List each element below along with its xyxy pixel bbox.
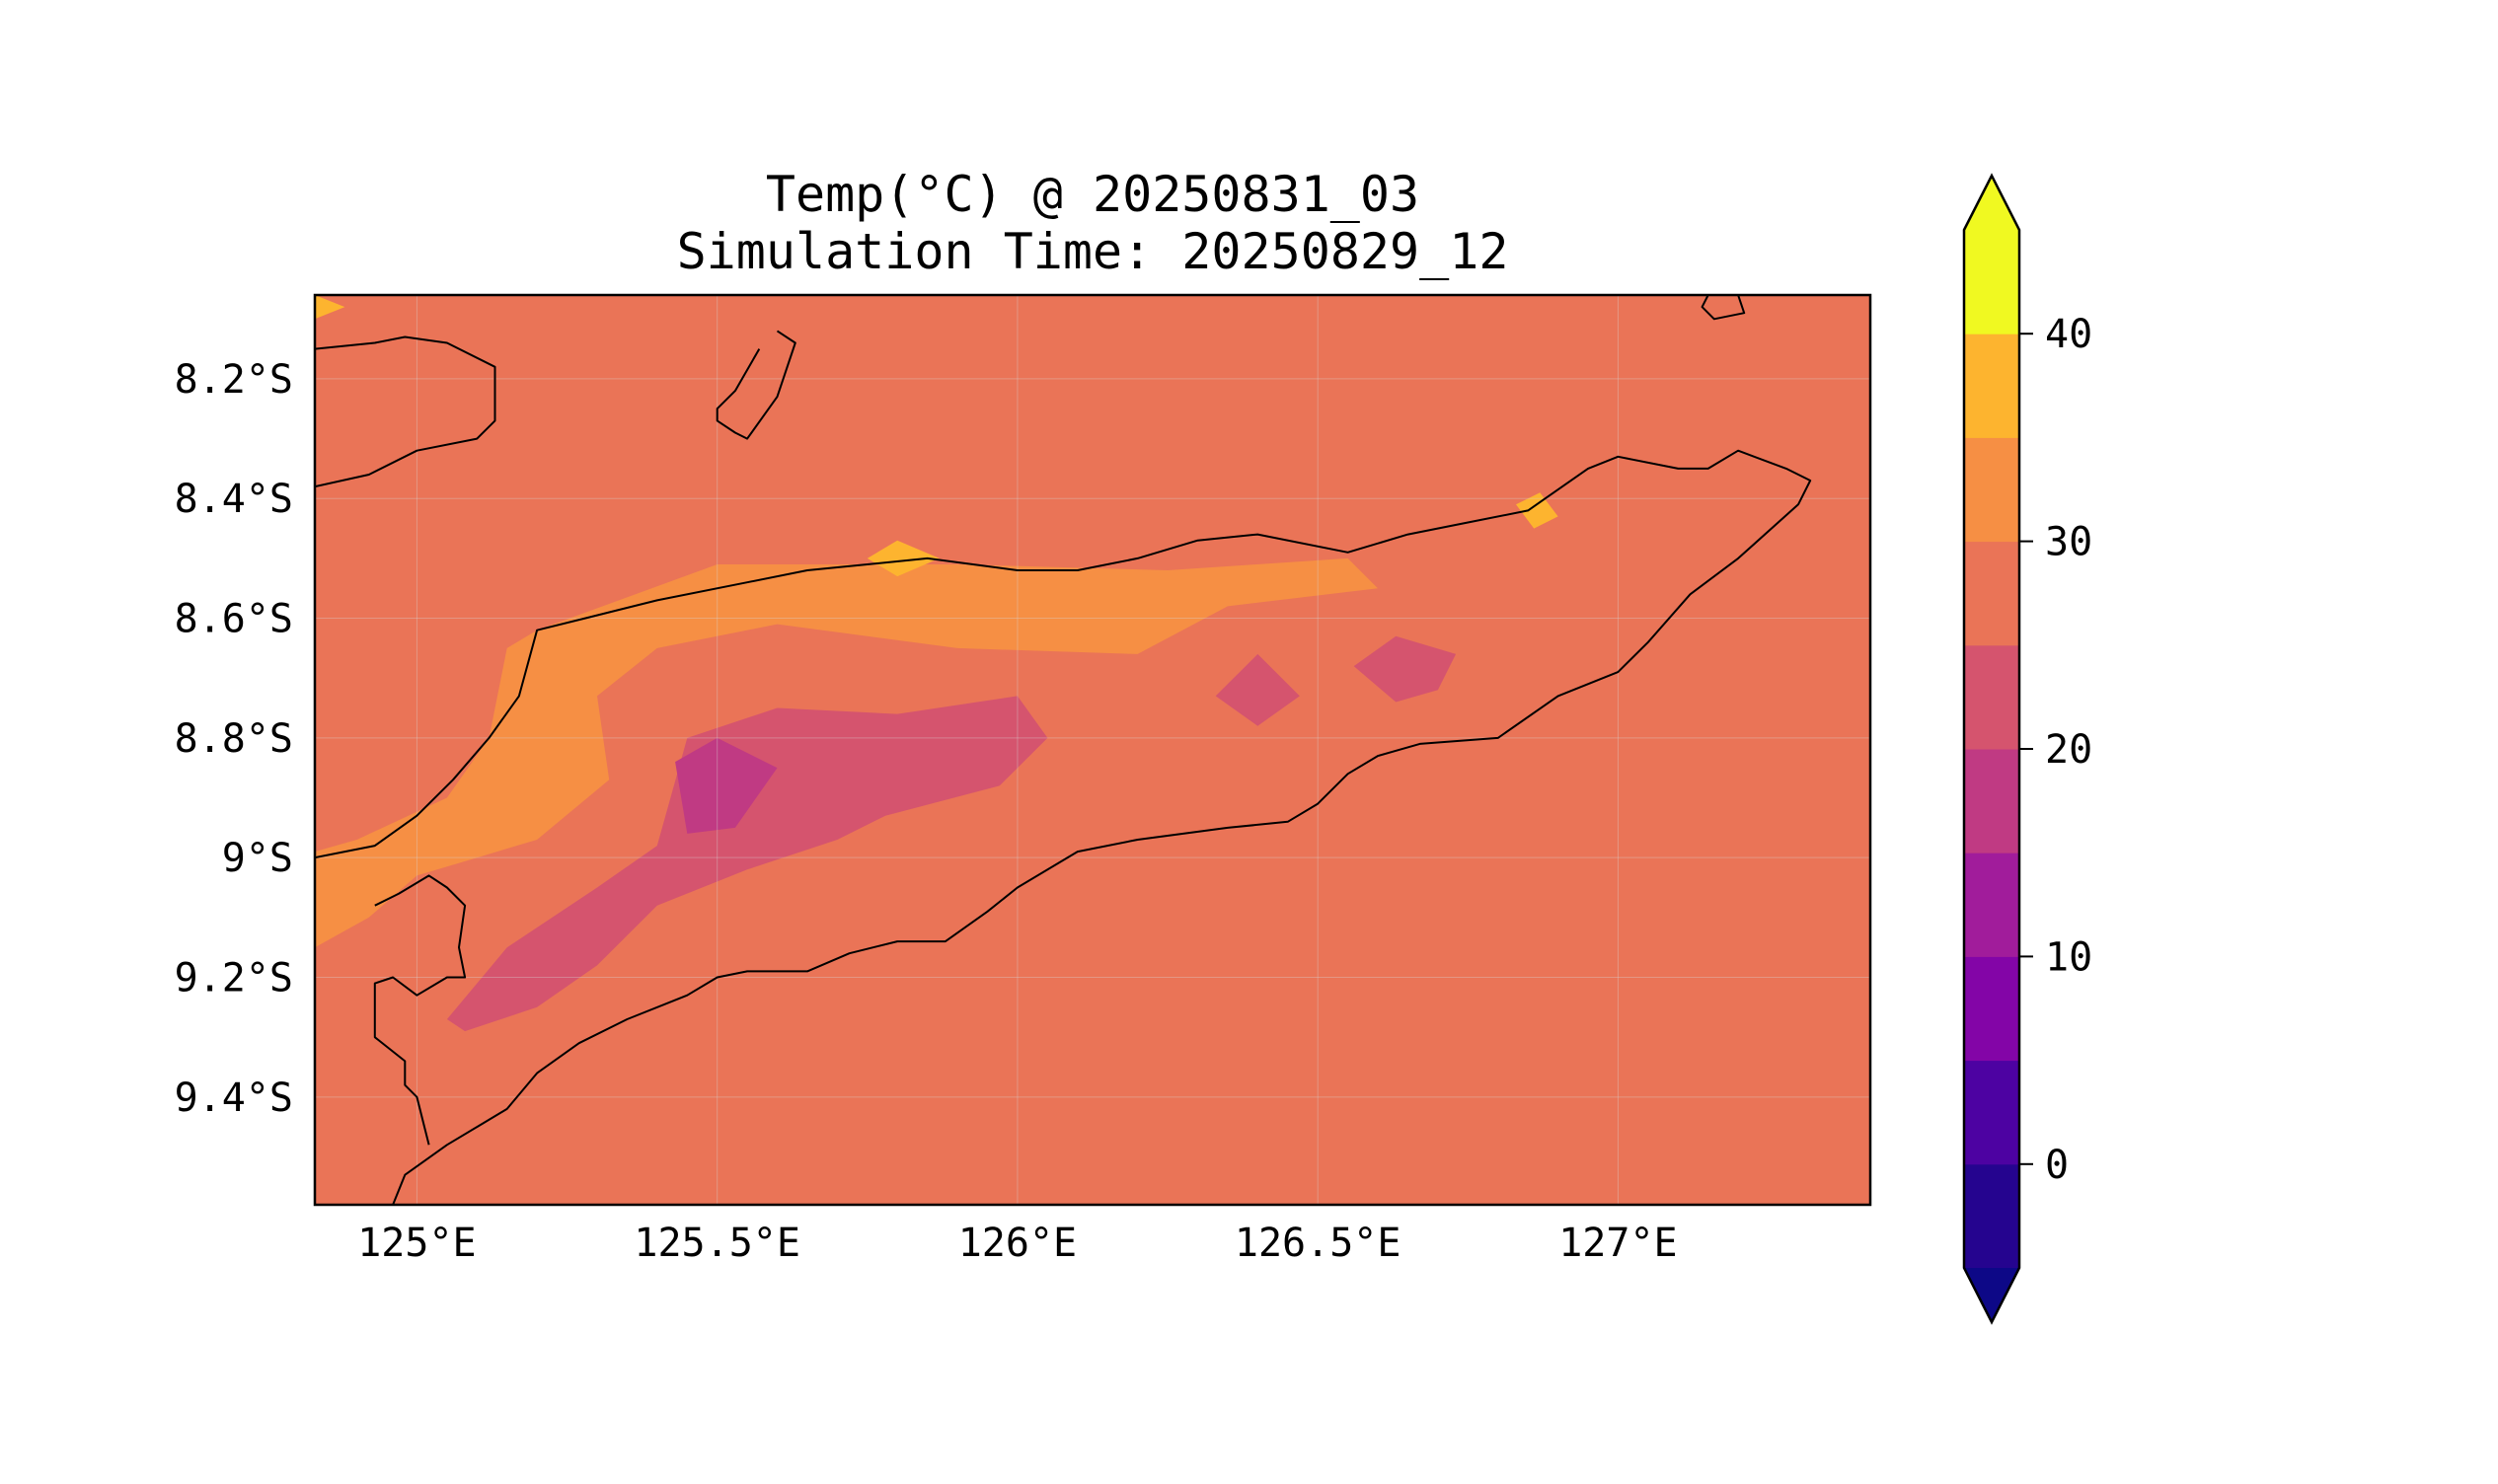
y-axis: 8.2°S 8.4°S 8.6°S 8.8°S 9°S 9.2°S 9.4°S bbox=[175, 357, 293, 1121]
map-title: Temp(°C) @ 20250831_03 bbox=[765, 166, 1420, 223]
colorbar-extend-max bbox=[1964, 176, 2019, 230]
colorbar-bin bbox=[1964, 1163, 2019, 1269]
y-tick-label: 8.2°S bbox=[175, 357, 293, 403]
coast-ne-island bbox=[1701, 295, 1746, 321]
colorbar-outline bbox=[1962, 173, 2021, 1325]
x-tick-label: 127°E bbox=[1558, 1221, 1677, 1266]
plot-frame bbox=[313, 293, 1872, 1207]
y-tick-label: 9.4°S bbox=[175, 1076, 293, 1121]
colorbar-extend-min bbox=[1964, 1268, 2019, 1322]
field-region-cool-patch-east-1 bbox=[1215, 653, 1300, 726]
colorbar-tick-label: 30 bbox=[2045, 520, 2092, 565]
field-region-warm-band-north bbox=[315, 557, 1378, 948]
map-subtitle: Simulation Time: 20250829_12 bbox=[676, 223, 1509, 280]
colorbar-bin bbox=[1964, 334, 2019, 438]
colorbar-bin bbox=[1964, 853, 2019, 957]
field-region-warmer-patch-ne-coast bbox=[1516, 492, 1558, 529]
colorbar-bin bbox=[1964, 437, 2019, 543]
x-tick-label: 125°E bbox=[357, 1221, 476, 1266]
colorbar: 0 10 20 30 40 bbox=[1962, 173, 2092, 1325]
colorbar-tick-label: 10 bbox=[2045, 934, 2092, 980]
field-region-cool-patch-east-2 bbox=[1353, 635, 1457, 703]
colorbar-tick-label: 20 bbox=[2045, 727, 2092, 773]
colorbar-bin bbox=[1964, 644, 2019, 750]
x-axis: 125°E 125.5°E 126°E 126.5°E 127°E bbox=[357, 1221, 1677, 1266]
colorbar-tick-label: 0 bbox=[2045, 1143, 2069, 1188]
coastlines bbox=[315, 295, 1812, 1205]
y-tick-label: 9°S bbox=[222, 836, 293, 881]
y-tick-label: 8.4°S bbox=[175, 477, 293, 522]
y-tick-label: 8.6°S bbox=[175, 597, 293, 642]
x-tick-label: 126.5°E bbox=[1235, 1221, 1401, 1266]
field-region-warmer-patch-nw-corner bbox=[315, 295, 345, 320]
colorbar-tick-label: 40 bbox=[2045, 312, 2092, 357]
coast-timor-north bbox=[315, 449, 1812, 1205]
colorbar-bin bbox=[1964, 956, 2019, 1062]
colorbar-bin bbox=[1964, 541, 2019, 646]
coast-atauro-island bbox=[716, 330, 796, 440]
field-region-coolest-core bbox=[675, 737, 778, 834]
x-tick-label: 126°E bbox=[958, 1221, 1077, 1266]
gridlines bbox=[315, 295, 1870, 1205]
y-tick-label: 9.2°S bbox=[175, 956, 293, 1002]
colorbar-bin bbox=[1964, 230, 2019, 334]
colorbar-bin bbox=[1964, 1060, 2019, 1165]
field-region-cool-inland-band bbox=[446, 696, 1048, 1032]
coast-border-segment bbox=[373, 874, 467, 1146]
field-region-warmer-patch-north-coast bbox=[867, 540, 940, 577]
y-tick-label: 8.8°S bbox=[175, 716, 293, 762]
coast-west-island bbox=[315, 335, 496, 488]
colorbar-bin bbox=[1964, 749, 2019, 853]
temperature-field bbox=[315, 295, 1558, 1032]
x-tick-label: 125.5°E bbox=[634, 1221, 800, 1266]
